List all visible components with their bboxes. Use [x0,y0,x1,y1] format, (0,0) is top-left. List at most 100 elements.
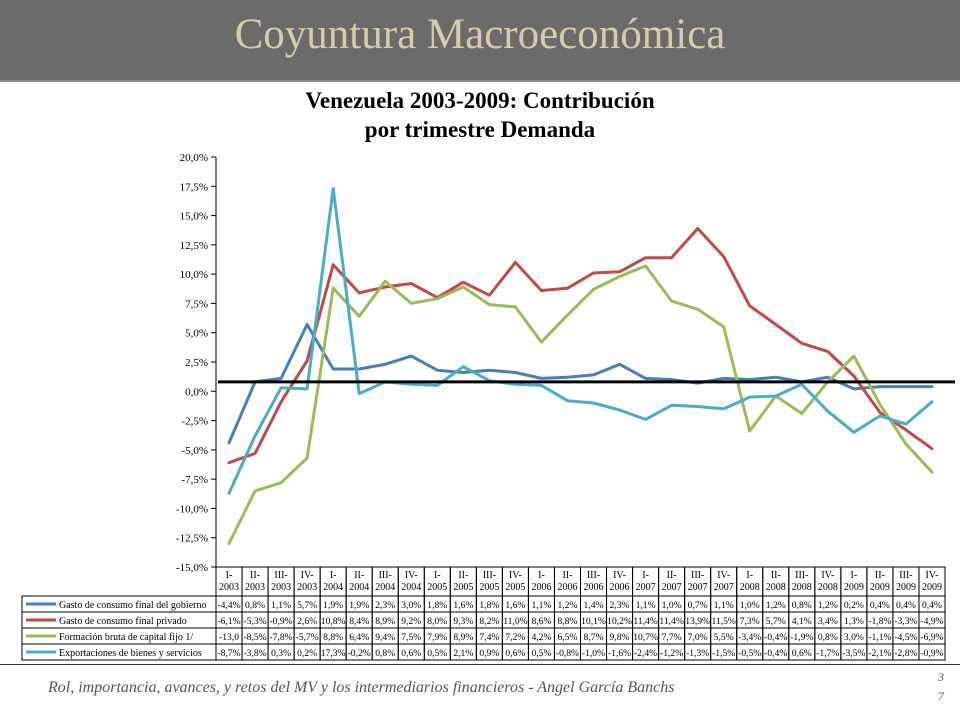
value-cell [659,612,685,628]
value-label: -0,5% [738,648,761,659]
value-label: 1,0% [740,600,760,611]
value-cell [581,612,607,628]
value-label: -4,5% [894,632,917,643]
value-label: 1,1% [714,600,734,611]
value-label: 0,8% [818,632,838,643]
category-cell [346,567,372,596]
value-cell [320,596,346,612]
category-label-line: I- [538,570,545,581]
chart-title: Venezuela 2003-2009: Contribución por tr… [180,86,780,144]
value-label: -0,4% [764,632,787,643]
category-label-line: III- [587,570,600,581]
value-cell [346,628,372,644]
value-label: 1,8% [427,600,447,611]
value-label: 5,5% [714,632,734,643]
value-cell [294,628,320,644]
value-label: -1,5% [712,648,735,659]
category-label-line: 2005 [453,582,473,593]
y-tick-label: -2,5% [181,416,208,428]
value-cell [320,628,346,644]
category-cell [320,567,346,596]
category-label-line: III- [795,570,808,581]
category-label: I-2003 [219,570,239,593]
value-label: 9,3% [453,616,473,627]
value-label: 6,5% [557,632,577,643]
value-label: 2,6% [297,616,317,627]
y-tick-label: 20,0% [180,152,208,164]
value-cell [711,596,737,612]
category-cell [372,567,398,596]
category-cell [242,567,268,596]
value-label: 1,9% [349,600,369,611]
value-label: 11,4% [659,616,683,627]
value-label: -1,8% [868,616,891,627]
value-cell [815,644,841,660]
value-label: -3,3% [894,616,917,627]
category-label: II-2007 [662,570,682,593]
y-tick-label: 7,5% [185,298,208,310]
value-label: 11,0% [503,616,527,627]
category-cell [919,567,945,596]
category-label-line: 2007 [662,582,682,593]
category-label: III-2005 [479,570,499,593]
category-label-line: 2008 [740,582,760,593]
value-label: -8,7% [217,648,240,659]
value-label: 9,4% [375,632,395,643]
value-cell [737,612,763,628]
value-label: -0,2% [348,648,371,659]
category-cell [815,567,841,596]
value-cell [242,644,268,660]
footer-text: Rol, importancia, avances, y retos del M… [48,678,674,698]
value-label: 9,8% [610,632,630,643]
value-cell [633,644,659,660]
category-label: IV-2003 [297,570,317,593]
value-cell [294,644,320,660]
value-cell [502,612,528,628]
series-line-2 [229,229,932,463]
legend-cell [22,596,216,612]
y-tick-label: -5,0% [181,445,208,457]
value-label: 1,2% [557,600,577,611]
value-label: 8,8% [557,616,577,627]
value-label: 1,2% [766,600,786,611]
value-cell [581,628,607,644]
category-label: I-2009 [844,570,864,593]
value-label: 8,9% [453,632,473,643]
value-cell [789,612,815,628]
value-cell [581,596,607,612]
value-label: -7,8% [269,632,292,643]
value-cell [398,628,424,644]
value-cell [789,628,815,644]
value-label: 0,6% [792,648,812,659]
value-label: -1,6% [608,648,631,659]
value-cell [659,628,685,644]
slide-title: Coyuntura Macroeconómica [0,11,960,59]
value-cell [372,644,398,660]
category-label-line: 2003 [219,582,239,593]
category-label: I-2008 [740,570,760,593]
category-label-line: 2007 [714,582,734,593]
category-label: II-2005 [453,570,473,593]
value-label: -1,2% [660,648,683,659]
value-label: 7,2% [505,632,525,643]
value-cell [815,628,841,644]
value-label: 7,0% [688,632,708,643]
value-cell [528,612,554,628]
value-label: 7,9% [427,632,447,643]
value-cell [554,596,580,612]
table-row: Formación bruta de capital fijo 1/-13,0-… [22,628,945,644]
value-label: 2,1% [453,648,473,659]
y-tick-label: -7,5% [181,474,208,486]
category-label: IV-2007 [714,570,734,593]
value-label: 8,4% [349,616,369,627]
value-label: 13,9% [685,616,710,627]
value-label: -2,1% [868,648,891,659]
value-label: -3,8% [243,648,266,659]
value-label: -0,9% [269,616,292,627]
value-cell [763,612,789,628]
value-cell [216,612,242,628]
value-cell [268,628,294,644]
value-label: 0,4% [870,600,890,611]
value-cell [502,596,528,612]
value-label: 8,8% [323,632,343,643]
